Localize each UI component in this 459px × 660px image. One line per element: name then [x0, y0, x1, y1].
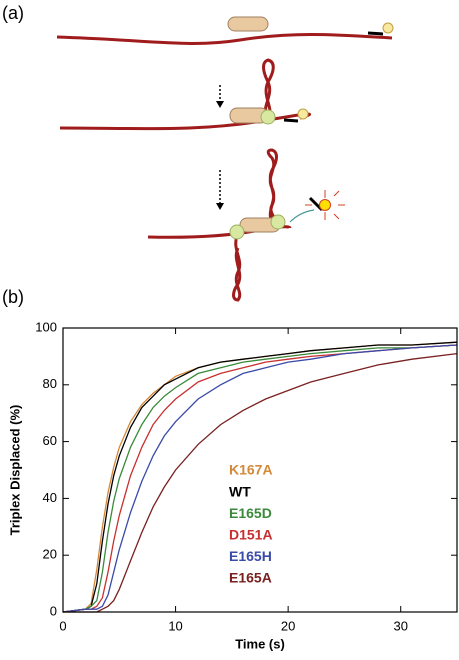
- x-axis-title: Time (s): [235, 636, 285, 651]
- y-tick-label: 40: [43, 490, 57, 505]
- schematic: [56, 16, 394, 302]
- x-tick-label: 10: [168, 618, 182, 633]
- y-axis-title: Triplex Displaced (%): [7, 405, 22, 536]
- x-tick-label: 20: [281, 618, 295, 633]
- legend-label: E165A: [229, 570, 272, 586]
- x-tick-label: 30: [393, 618, 407, 633]
- panel-label: (a): [2, 3, 24, 23]
- panel-label: (b): [2, 287, 24, 307]
- legend-label: WT: [229, 483, 251, 499]
- y-tick-label: 80: [43, 376, 57, 391]
- plot-frame: [62, 327, 458, 613]
- y-tick-label: 60: [43, 433, 57, 448]
- data-line: [62, 341, 458, 613]
- y-tick-label: 0: [50, 603, 57, 618]
- x-tick-label: 0: [59, 618, 66, 633]
- data-line: [63, 352, 458, 613]
- data-line: [62, 344, 458, 613]
- legend-label: E165D: [229, 505, 272, 521]
- data-line: [62, 344, 458, 613]
- data-line: [62, 344, 458, 613]
- legend-label: E165H: [229, 548, 272, 564]
- legend-label: D151A: [229, 527, 273, 543]
- y-tick-label: 20: [43, 547, 57, 562]
- legend-label: K167A: [229, 462, 273, 478]
- y-tick-label: 100: [35, 319, 57, 334]
